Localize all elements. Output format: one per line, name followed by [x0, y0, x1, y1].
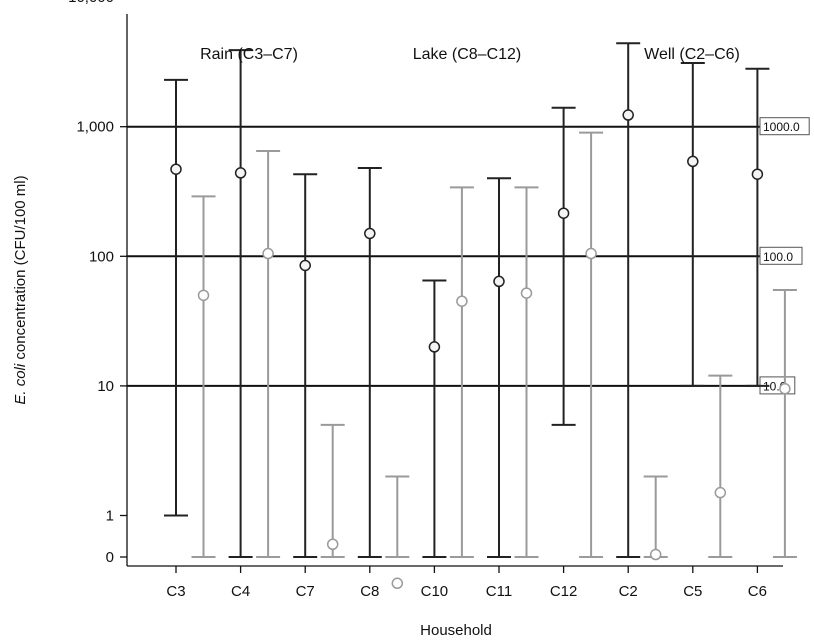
- axes-layer: [126, 14, 783, 567]
- x-tick-label: C5: [683, 583, 702, 600]
- mean-point: [585, 247, 597, 260]
- x-ticks: C3 C4 C7 C8 C10 C11 C12 C2 C5 C6: [166, 566, 767, 600]
- mean-point: [197, 289, 210, 302]
- y-axis-title-italic: E. coli: [12, 363, 29, 405]
- y-tick-label: 10: [97, 378, 114, 395]
- mean-point: [428, 341, 441, 353]
- y-axis-title-rest: concentration (CFU/100 ml): [12, 175, 29, 363]
- series-layer: [164, 42, 797, 590]
- y-tick-label: 100: [89, 248, 114, 265]
- mean-point: [649, 548, 662, 561]
- mean-point: [326, 538, 339, 551]
- x-tick-label: C4: [231, 583, 250, 600]
- x-tick-label: C7: [296, 583, 315, 600]
- mean-point: [557, 207, 570, 219]
- mean-point: [751, 168, 764, 180]
- mean-point: [714, 486, 727, 499]
- mean-point: [391, 577, 404, 590]
- mean-point: [456, 295, 468, 307]
- mean-point: [493, 275, 505, 288]
- x-axis-title: Household: [420, 622, 492, 639]
- y-tick-label: 0: [106, 549, 114, 566]
- group-label: Rain (C3–C7): [200, 46, 298, 63]
- y-tick-label: 1: [106, 508, 114, 525]
- x-tick-label: C3: [166, 583, 185, 600]
- x-tick-label: C6: [748, 583, 767, 600]
- mean-point: [779, 383, 791, 395]
- mean-point: [687, 155, 699, 168]
- mean-point: [299, 259, 311, 272]
- group-labels: Rain (C3–C7) Lake (C8–C12) Well (C2–C6): [200, 46, 740, 63]
- x-tick-label: C2: [619, 583, 638, 600]
- x-tick-label: C8: [360, 583, 379, 600]
- x-tick-label: C12: [550, 583, 578, 600]
- y-axis-title: E. coli concentration (CFU/100 ml): [12, 175, 29, 404]
- y-tick-label: 1,000: [76, 119, 114, 136]
- reference-label-box: [759, 246, 803, 265]
- group-label: Well (C2–C6): [644, 46, 740, 63]
- x-tick-label: C10: [421, 583, 449, 600]
- reference-label-box: [759, 117, 810, 136]
- group-label: Lake (C8–C12): [413, 46, 522, 63]
- reference-label: 100.0: [763, 250, 793, 264]
- x-tick-label: C11: [486, 583, 512, 600]
- mean-point: [520, 287, 533, 299]
- reference-label: 1000.0: [763, 120, 800, 134]
- mean-point: [234, 167, 247, 179]
- mean-point: [364, 227, 376, 240]
- y-tick-label: 10,000: [68, 0, 114, 6]
- mean-point: [622, 109, 634, 121]
- mean-point: [262, 247, 274, 260]
- mean-point: [170, 163, 182, 175]
